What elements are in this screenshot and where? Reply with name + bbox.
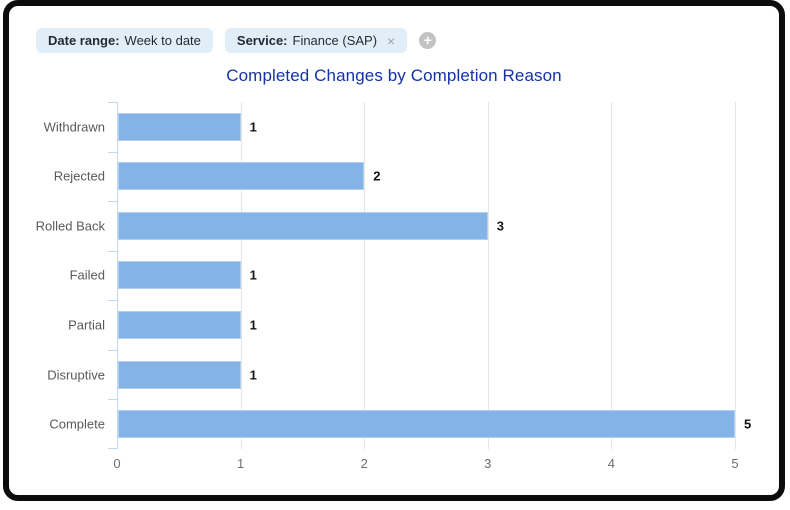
category-label: Failed [69, 267, 105, 283]
bar-value-label: 5 [744, 416, 752, 432]
gridline [611, 102, 613, 449]
category-label: Partial [68, 317, 105, 333]
y-axis-tick [108, 201, 117, 203]
y-axis-tick [108, 448, 117, 449]
filter-chip-date-range[interactable]: Date range: Week to date [36, 28, 213, 53]
bar-row: Withdrawn 1 [44, 102, 735, 152]
bar-value-label: 3 [496, 218, 505, 234]
close-icon[interactable]: × [387, 32, 396, 49]
bar-row: Complete 5 [49, 399, 751, 449]
bar-row: Partial 1 [68, 300, 735, 350]
category-label: Rejected [53, 168, 105, 184]
category-label: Disruptive [47, 367, 105, 383]
bar-row: Failed 1 [70, 251, 735, 301]
filter-bar: Date range: Week to date Service: Financ… [36, 28, 437, 53]
x-axis-tick-labels: 0 1 2 3 4 5 [113, 456, 739, 472]
bar-row: Disruptive 1 [47, 350, 735, 400]
y-axis-tick [108, 399, 117, 401]
app-window: Date range: Week to date Service: Financ… [3, 0, 785, 501]
filter-chip-service[interactable]: Service: Finance (SAP) × [224, 28, 408, 53]
bar[interactable] [118, 261, 241, 290]
filter-chip-label: Date range: [48, 33, 120, 48]
bar-value-label: 1 [249, 317, 257, 333]
y-axis-tick [108, 151, 117, 153]
gridline [487, 102, 489, 449]
bar-row: Rolled Back 3 [36, 201, 735, 251]
bar-value-label: 2 [373, 168, 381, 184]
x-axis-tick-label: 4 [607, 456, 616, 471]
category-label: Rolled Back [35, 218, 105, 234]
gridline [240, 102, 242, 449]
bar-chart: Withdrawn 1 Rejected 2 Rolled Back 3 Failed 1 Pa… [36, 102, 751, 471]
y-axis-tick [108, 250, 117, 252]
gridline [735, 102, 736, 449]
filter-chip-value: Finance (SAP) [292, 33, 378, 48]
y-axis-tick [108, 349, 117, 351]
chart-title: Completed Changes by Completion Reason [226, 66, 562, 85]
bar-row: Rejected 2 [54, 152, 735, 202]
x-axis-tick-label: 5 [731, 456, 739, 471]
gridline [364, 102, 366, 449]
y-axis-tick [108, 300, 117, 302]
bar-value-label: 1 [249, 119, 257, 135]
bar[interactable] [118, 360, 241, 389]
bar[interactable] [118, 311, 241, 340]
bar-value-label: 1 [249, 367, 257, 383]
add-filter-button[interactable]: + [419, 31, 437, 49]
x-axis-tick-label: 2 [360, 456, 368, 471]
x-axis-tick-label: 3 [484, 456, 492, 471]
plot-rows: Withdrawn 1 Rejected 2 Rolled Back 3 Failed 1 Pa… [36, 102, 751, 449]
y-axis-tick [108, 102, 117, 103]
bar[interactable] [118, 162, 365, 191]
y-axis-line [117, 102, 118, 449]
category-label: Complete [49, 416, 105, 432]
bar[interactable] [118, 410, 735, 439]
x-axis-tick-label: 1 [236, 456, 245, 471]
bar[interactable] [118, 211, 488, 240]
bar[interactable] [118, 112, 241, 141]
category-label: Withdrawn [43, 119, 105, 135]
x-axis-tick-label: 0 [113, 456, 121, 471]
filter-chip-value: Week to date [124, 33, 201, 48]
bar-value-label: 1 [249, 267, 257, 283]
plus-icon: + [423, 31, 432, 48]
filter-chip-label: Service: [236, 33, 288, 48]
